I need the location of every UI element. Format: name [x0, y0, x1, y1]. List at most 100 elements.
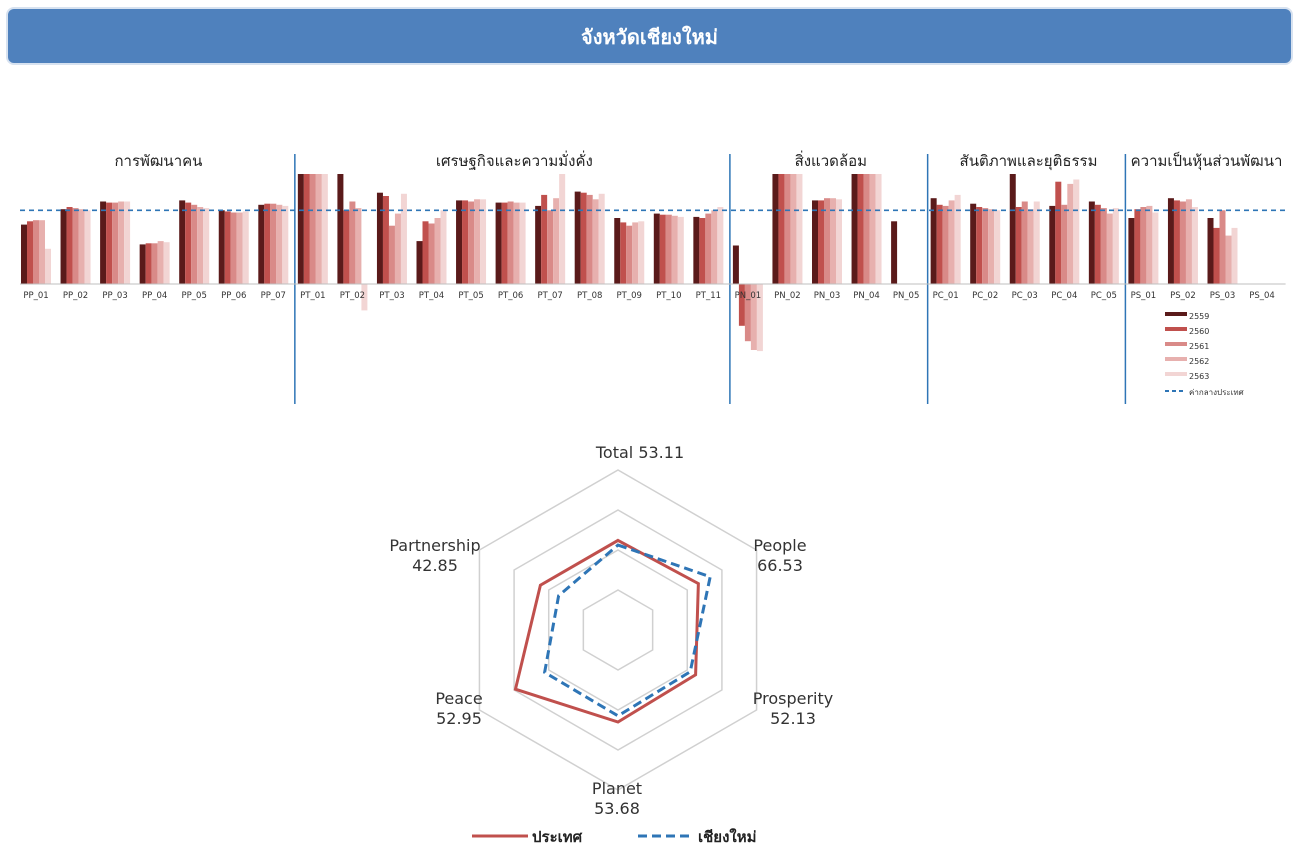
bar-2559-PS_01 — [1128, 218, 1135, 284]
bar-2563-PS_02 — [1191, 207, 1198, 284]
bar-2559-PT_01 — [297, 174, 304, 284]
bar-2560-PP_07 — [264, 203, 271, 284]
bar-2562-PP_01 — [39, 220, 45, 284]
bar-2559-PC_02 — [970, 203, 977, 284]
bar-2559-PP_07 — [258, 204, 265, 284]
radar-axis-label: Partnership — [389, 536, 480, 555]
bar-2561-PP_06 — [230, 212, 237, 284]
bar-2559-PN_04 — [851, 174, 858, 284]
bar-2563-PP_04 — [163, 242, 170, 284]
bar-2563-PT_06 — [519, 202, 526, 284]
group-label: สันติภาพและยุติธรรม — [960, 152, 1098, 171]
bar-2559-PC_03 — [1009, 174, 1016, 284]
tick-label: PT_05 — [458, 291, 483, 301]
tick-label: PT_01 — [300, 291, 325, 301]
bar-2561-PT_11 — [705, 213, 712, 284]
bar-2560-PT_03 — [382, 196, 389, 284]
radar-grid-ring — [478, 469, 758, 791]
bar-2561-PC_05 — [1100, 208, 1107, 284]
bar-2561-PT_04 — [428, 223, 435, 284]
bar-2563-PT_02 — [361, 284, 368, 311]
tick-label: PS_02 — [1170, 291, 1196, 301]
tick-label: PC_05 — [1091, 291, 1117, 301]
bar-2562-PT_03 — [394, 213, 401, 284]
bar-2560-PS_03 — [1213, 227, 1220, 284]
bar-2562-PC_02 — [988, 209, 995, 284]
bar-2559-PP_06 — [218, 210, 225, 284]
tick-label: PC_03 — [1012, 291, 1038, 301]
bar-2559-PT_05 — [456, 200, 463, 284]
bar-2561-PC_03 — [1021, 201, 1028, 284]
bar-2560-PC_04 — [1055, 181, 1062, 284]
bar-2563-PN_02 — [796, 174, 803, 284]
bar-2561-PC_01 — [942, 205, 949, 284]
legend-label: 2559 — [1189, 312, 1209, 321]
bar-2562-PN_01 — [750, 284, 757, 350]
bar-2562-PC_03 — [1027, 209, 1034, 284]
grouped-bar-chart: การพัฒนาคน เศรษฐกิจและความมั่งคั่ง สิ่งแวด… — [20, 150, 1286, 404]
bar-2561-PS_02 — [1179, 201, 1186, 284]
bar-2561-PT_07 — [547, 210, 554, 284]
bar-2559-PP_02 — [60, 209, 67, 284]
bar-2562-PT_04 — [434, 218, 441, 284]
bar-2563-PP_03 — [124, 201, 131, 284]
legend-swatch-2562 — [1165, 357, 1187, 361]
bar-2560-PT_10 — [659, 214, 666, 284]
bar-2561-PN_02 — [784, 174, 791, 284]
bar-2559-PC_01 — [930, 198, 937, 284]
bar-2560-PC_02 — [976, 207, 983, 284]
header-banner: จังหวัดเชียงใหม่ — [6, 7, 1293, 65]
bar-2560-PP_02 — [66, 207, 73, 284]
bar-2560-PT_04 — [422, 221, 429, 284]
radar-grid-ring — [547, 549, 689, 711]
bar-2563-PT_10 — [677, 216, 684, 284]
bar-2563-PC_01 — [954, 194, 961, 284]
bar-2563-PP_06 — [242, 211, 249, 284]
radar-axis-value: 52.95 — [436, 709, 482, 728]
bar-2562-PT_05 — [474, 199, 481, 284]
bar-2560-PT_09 — [620, 222, 627, 284]
bar-2561-PS_03 — [1219, 210, 1226, 284]
bar-2562-PT_09 — [632, 222, 639, 284]
bar-2559-PT_07 — [535, 205, 542, 284]
bar-2563-PC_04 — [1073, 179, 1080, 284]
legend-label: 2562 — [1189, 357, 1209, 366]
bar-2562-PS_03 — [1225, 235, 1232, 284]
bar-2562-PC_01 — [948, 200, 955, 284]
bar-2559-PT_10 — [653, 213, 660, 284]
bar-2563-PT_04 — [440, 210, 447, 284]
bar-2559-PT_09 — [614, 218, 621, 284]
tick-label: PT_02 — [340, 291, 365, 301]
bar-2560-PN_01 — [738, 284, 745, 326]
bar-2560-PC_03 — [1015, 207, 1022, 284]
bar-2560-PP_06 — [224, 211, 231, 284]
bar-2561-PT_10 — [665, 214, 672, 284]
bar-2560-PP_04 — [145, 243, 152, 284]
tick-label: PN_03 — [814, 291, 841, 301]
bar-2560-PN_02 — [778, 174, 785, 284]
bar-2560-PT_11 — [699, 218, 706, 284]
bar-2559-PC_05 — [1088, 201, 1095, 284]
bar-2559-PS_02 — [1167, 198, 1174, 284]
bar-2561-PN_01 — [744, 284, 751, 342]
radar-legend-label: ประเทศ — [532, 828, 583, 846]
bar-2562-PP_06 — [236, 212, 243, 284]
bar-2562-PP_02 — [78, 209, 85, 284]
tick-label: PP_02 — [63, 291, 88, 301]
tick-label: PT_03 — [379, 291, 404, 301]
radar-grid-ring — [582, 589, 654, 671]
radar-axis-value: 53.68 — [594, 799, 640, 818]
bar-2562-PP_04 — [157, 241, 164, 284]
radar-grid-ring — [513, 509, 723, 751]
tick-label: PC_02 — [972, 291, 998, 301]
bar-2560-PT_01 — [303, 174, 310, 284]
bar-2560-PT_07 — [541, 194, 548, 284]
radar-axis-label: Planet — [592, 779, 642, 798]
bar-2563-PT_11 — [717, 207, 724, 284]
tick-label: PT_04 — [419, 291, 444, 301]
bar-2559-PP_05 — [179, 200, 186, 284]
page-title: จังหวัดเชียงใหม่ — [581, 25, 718, 49]
bar-2562-PT_07 — [553, 198, 560, 284]
bar-2560-PN_03 — [818, 200, 824, 284]
radar-axis-label: Total 53.11 — [595, 443, 684, 462]
